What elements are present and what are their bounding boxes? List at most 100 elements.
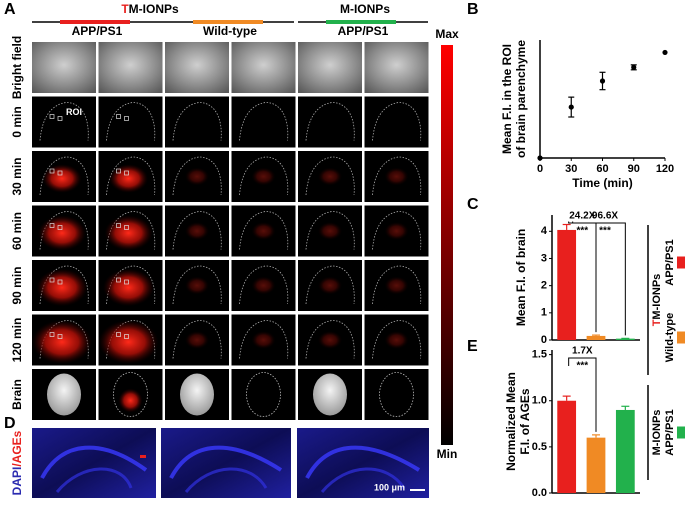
brain-outline xyxy=(113,372,148,417)
x-tick-label: 60 xyxy=(596,163,608,175)
y-tick-label: 0.5 xyxy=(532,441,547,453)
brain-outline xyxy=(172,265,222,305)
row-label: Bright field xyxy=(10,36,24,99)
brain-outline xyxy=(372,156,422,196)
signal xyxy=(318,276,342,295)
signal xyxy=(32,320,92,364)
roi-box xyxy=(49,168,55,174)
y-tick-label: 1.5 xyxy=(532,349,547,361)
brain-outline xyxy=(305,102,355,141)
fold-change: 96.6X xyxy=(592,211,618,222)
brain-outline xyxy=(239,320,289,359)
brain-outline xyxy=(305,265,355,305)
signal xyxy=(318,222,342,240)
legend-group-title: M-IONPs xyxy=(651,410,663,456)
roi-box xyxy=(49,114,55,119)
brain-signal xyxy=(118,388,143,413)
legend-highlight: T xyxy=(651,319,663,326)
point xyxy=(631,64,637,70)
y-axis-label: of brain parenchyme xyxy=(514,40,528,158)
fluorescence-image xyxy=(298,96,362,148)
bar xyxy=(586,437,606,493)
fluorescence-image xyxy=(231,369,296,420)
brain-outline xyxy=(372,320,422,359)
hippocampus xyxy=(320,467,406,493)
roi-box xyxy=(124,334,129,339)
x-tick-label: 90 xyxy=(628,163,640,175)
group-color-bar xyxy=(60,20,130,24)
signal xyxy=(36,268,88,307)
bright-field-image xyxy=(165,42,229,93)
bar xyxy=(557,229,577,340)
roi-box xyxy=(116,332,121,337)
brain-outline xyxy=(172,211,222,250)
colorbar-max: Max xyxy=(435,27,459,41)
roi-box xyxy=(49,223,55,228)
signal xyxy=(318,167,342,186)
y-axis-label: Mean F.I. of brain xyxy=(514,229,528,326)
brain-outline xyxy=(172,102,222,141)
panel-label: D xyxy=(4,415,16,432)
y-axis-label: Mean F.I. in the ROI xyxy=(500,44,514,154)
y-tick-label: 3 xyxy=(541,252,547,264)
roi-box xyxy=(116,114,121,119)
fluorescence-image xyxy=(364,96,429,148)
legend-swatch xyxy=(677,256,685,269)
hippocampus xyxy=(40,445,148,479)
group-title-highlight: T xyxy=(121,2,129,16)
brain-outline xyxy=(239,211,289,250)
y-tick-label: 4 xyxy=(541,225,548,237)
panel-label: B xyxy=(467,1,479,18)
row-label: 60 min xyxy=(10,212,24,250)
roi-box xyxy=(116,223,121,228)
legend-item: Wild-type xyxy=(664,313,676,362)
roi-box xyxy=(124,116,129,121)
bright-field-image xyxy=(364,42,429,93)
y-tick-label: 1 xyxy=(541,307,547,319)
signal xyxy=(185,331,209,349)
stain-ages: /AGEs xyxy=(10,430,24,466)
panel-label: A xyxy=(4,1,16,18)
fold-change: 24.2X xyxy=(569,211,595,222)
roi-box xyxy=(49,277,55,283)
y-axis-label: Normalized Mean xyxy=(504,372,518,471)
hippocampus xyxy=(305,445,421,479)
row-label: 90 min xyxy=(10,266,24,304)
roi-box xyxy=(124,170,129,176)
legend-item: APP/PS1 xyxy=(664,239,676,285)
bright-field-image xyxy=(298,42,362,93)
panel-label: C xyxy=(467,196,479,213)
signal xyxy=(103,268,154,307)
group-color-bar xyxy=(326,20,396,24)
point xyxy=(662,49,668,56)
roi-box xyxy=(124,225,129,230)
hippocampus xyxy=(55,467,133,493)
significance: *** xyxy=(599,226,611,237)
roi-box xyxy=(116,277,121,283)
signal xyxy=(98,320,159,364)
bar xyxy=(557,400,577,493)
bar xyxy=(586,335,606,340)
brain-outline xyxy=(106,102,156,141)
brain-outline xyxy=(172,320,222,359)
bright-field-image xyxy=(231,42,296,93)
bright-field-image xyxy=(32,42,96,93)
significance: *** xyxy=(576,361,588,372)
fold-change: 1.7X xyxy=(572,346,593,357)
brain-outline xyxy=(305,156,355,196)
signal xyxy=(384,276,409,295)
bar xyxy=(615,409,635,493)
fluorescence-image xyxy=(98,96,163,148)
signal xyxy=(109,164,148,193)
fluorescence-image xyxy=(32,96,96,148)
column-header: APP/PS1 xyxy=(72,24,123,38)
hippocampus xyxy=(169,445,283,479)
brain-outline xyxy=(246,372,281,417)
group-title: M-IONPs xyxy=(340,2,390,16)
brain-outline xyxy=(239,102,289,141)
brain-outline xyxy=(305,211,355,250)
legend-item: APP/PS1 xyxy=(664,409,676,455)
y-tick-label: 0.0 xyxy=(532,487,547,499)
row-label: 30 min xyxy=(10,157,24,195)
fluorescence-image xyxy=(231,96,296,148)
